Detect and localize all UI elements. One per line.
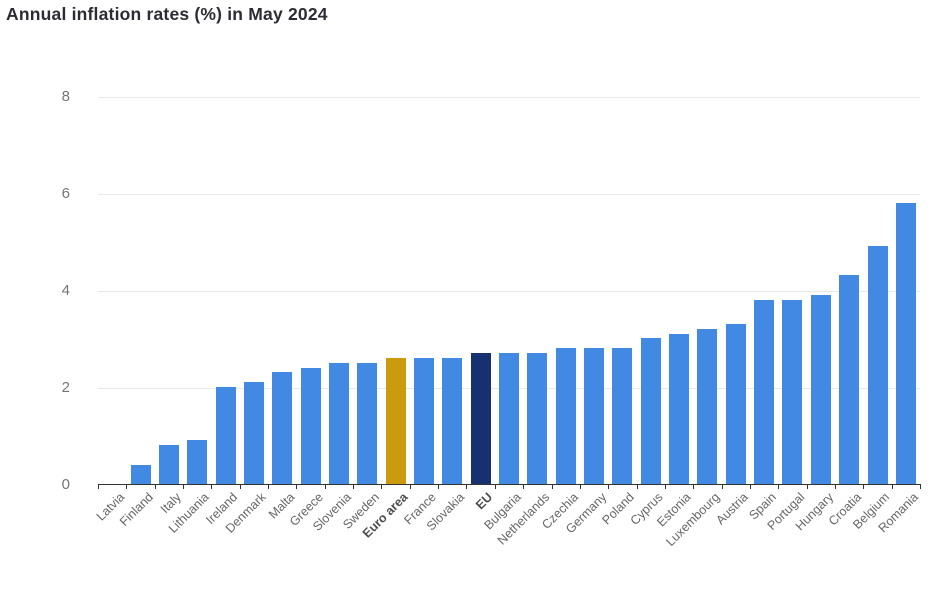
- x-axis-tick: [608, 485, 609, 489]
- x-axis-tick: [552, 485, 553, 489]
- x-axis-tick: [211, 485, 212, 489]
- bar-finland[interactable]: [130, 465, 151, 484]
- bar-netherlands[interactable]: [527, 353, 548, 484]
- x-axis-tick: [495, 485, 496, 489]
- bar-denmark[interactable]: [243, 382, 264, 484]
- x-axis-tick: [466, 485, 467, 489]
- y-axis-label-2: 2: [61, 379, 70, 396]
- bar-luxembourg[interactable]: [697, 329, 718, 484]
- bar-italy[interactable]: [158, 445, 179, 484]
- bar-malta[interactable]: [272, 372, 293, 484]
- x-axis-tick: [325, 485, 326, 489]
- bar-slovenia[interactable]: [328, 363, 349, 484]
- bar-euro-area[interactable]: [385, 358, 406, 484]
- bar-greece[interactable]: [300, 368, 321, 484]
- x-axis-tick: [98, 485, 99, 489]
- x-axis-tick: [438, 485, 439, 489]
- bar-spain[interactable]: [754, 300, 775, 484]
- bar-belgium[interactable]: [867, 246, 888, 484]
- x-label-text: EU: [473, 490, 496, 513]
- y-axis-label-0: 0: [61, 476, 70, 493]
- x-axis-tick: [835, 485, 836, 489]
- bar-estonia[interactable]: [669, 334, 690, 484]
- bar-portugal[interactable]: [782, 300, 803, 484]
- gridline-8: [98, 97, 920, 98]
- x-axis-tick: [892, 485, 893, 489]
- bar-romania[interactable]: [895, 203, 916, 484]
- x-axis-tick: [722, 485, 723, 489]
- x-axis-tick: [268, 485, 269, 489]
- x-axis-tick: [920, 485, 921, 489]
- x-axis-tick: [523, 485, 524, 489]
- bar-france[interactable]: [414, 358, 434, 484]
- x-axis-tick: [183, 485, 184, 489]
- bar-czechia[interactable]: [555, 348, 576, 484]
- gridline-4: [98, 291, 920, 292]
- x-axis-tick: [693, 485, 694, 489]
- x-axis-line: [98, 484, 921, 485]
- x-axis-tick: [381, 485, 382, 489]
- x-axis-tick: [665, 485, 666, 489]
- bar-bulgaria[interactable]: [499, 353, 519, 484]
- bar-austria[interactable]: [725, 324, 746, 484]
- bar-cyprus[interactable]: [640, 338, 661, 484]
- bar-hungary[interactable]: [810, 295, 831, 484]
- x-axis-tick: [126, 485, 127, 489]
- x-axis-tick: [863, 485, 864, 489]
- x-axis-tick: [580, 485, 581, 489]
- x-axis-tick: [637, 485, 638, 489]
- x-axis-tick: [807, 485, 808, 489]
- bar-poland[interactable]: [612, 348, 633, 484]
- x-axis-tick: [778, 485, 779, 489]
- y-axis-label-6: 6: [61, 185, 70, 202]
- y-axis-label-4: 4: [61, 282, 70, 299]
- x-axis-tick: [296, 485, 297, 489]
- x-axis-tick: [410, 485, 411, 489]
- x-axis-tick: [155, 485, 156, 489]
- bar-slovakia[interactable]: [442, 358, 463, 484]
- bar-croatia[interactable]: [839, 275, 860, 484]
- bar-lithuania[interactable]: [187, 440, 208, 484]
- x-axis-tick: [353, 485, 354, 489]
- chart-title: Annual inflation rates (%) in May 2024: [6, 4, 328, 24]
- gridline-6: [98, 194, 920, 195]
- bar-eu[interactable]: [470, 353, 491, 484]
- bar-germany[interactable]: [584, 348, 604, 484]
- x-axis-tick: [240, 485, 241, 489]
- x-axis-tick: [750, 485, 751, 489]
- bar-sweden[interactable]: [357, 363, 378, 484]
- y-axis-label-8: 8: [61, 88, 70, 105]
- bar-ireland[interactable]: [215, 387, 236, 484]
